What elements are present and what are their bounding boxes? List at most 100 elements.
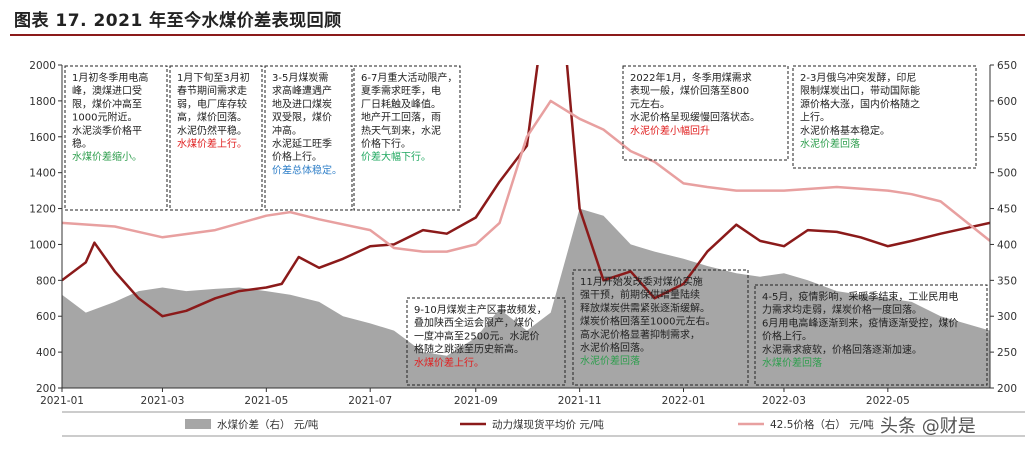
annotation-conclusion-6: 水泥价差小幅回升 — [630, 124, 710, 137]
annotation-box-7 — [792, 65, 977, 169]
annotation-text-1-1: 春节期间需求走 — [177, 84, 247, 97]
right-tick-label-3: 350 — [997, 275, 1017, 287]
annotation-text-5-4: 高水泥价格显著抑制需求， — [580, 328, 700, 341]
annotation-text-6-2: 元左右。 — [630, 97, 670, 110]
annotation-text-5-2: 释放煤炭供需紧张逐渐缓解。 — [580, 301, 710, 314]
left-tick-label-4: 1000 — [29, 239, 56, 251]
annotation-text-5-5: 水泥价格回落。 — [580, 341, 650, 354]
right-tick-label-6: 500 — [997, 168, 1017, 180]
x-tick-label-7: 2022-03 — [762, 395, 806, 407]
annotation-text-7-4: 水泥价格基本稳定。 — [800, 124, 890, 137]
left-tick-label-9: 2000 — [29, 60, 56, 72]
right-tick-label-1: 250 — [997, 347, 1017, 359]
annotation-text-3-5: 价格下行。 — [361, 137, 411, 150]
annotation-text-2-3: 双受限，煤价 — [272, 111, 332, 124]
right-tick-label-2: 300 — [997, 311, 1017, 323]
series-area-0 — [62, 208, 990, 388]
annotation-box-0 — [64, 65, 168, 211]
annotation-box-4 — [406, 297, 566, 386]
left-tick-label-6: 1400 — [29, 168, 56, 180]
annotation-text-1-4: 水泥仍然平稳。 — [177, 124, 247, 137]
annotation-text-3-2: 厂日耗触及峰值。 — [361, 97, 441, 110]
annotation-conclusion-0: 水煤价差缩小。 — [72, 150, 142, 163]
x-tick-label-4: 2021-09 — [454, 395, 498, 407]
annotation-text-0-5: 稳。 — [72, 137, 92, 150]
right-tick-label-4: 400 — [997, 239, 1017, 251]
annotation-conclusion-8: 水煤价差回落 — [762, 356, 822, 369]
annotation-text-8-4: 水泥需求疲软，价格回落逐渐加速。 — [762, 343, 922, 356]
annotation-conclusion-7: 水泥价差回落 — [800, 137, 860, 150]
annotation-text-4-2: 一度冲高至2500元。水泥价 — [414, 329, 539, 342]
x-tick-label-1: 2021-03 — [141, 395, 185, 407]
left-tick-label-1: 400 — [36, 347, 56, 359]
legend-label-2: 42.5价格（右） 元/吨 — [770, 418, 874, 431]
watermark: 头条 @财是 — [880, 416, 976, 437]
annotation-text-4-1: 叠加陕西全运会限产，煤价 — [414, 316, 534, 329]
x-tick-label-8: 2022-05 — [866, 395, 910, 407]
right-tick-label-9: 650 — [997, 60, 1017, 72]
series-line-1 — [62, 65, 990, 318]
annotation-box-3 — [353, 65, 461, 211]
legend-swatch-0 — [185, 419, 211, 429]
annotation-conclusion-2: 价差总体稳定。 — [272, 163, 342, 176]
left-tick-label-2: 600 — [36, 311, 56, 323]
left-tick-label-0: 200 — [36, 383, 56, 395]
right-tick-label-7: 550 — [997, 132, 1017, 144]
annotation-text-6-3: 水泥价格呈现缓慢回落状态。 — [630, 111, 760, 124]
annotation-text-2-0: 3-5月煤炭需 — [272, 71, 328, 84]
annotation-text-5-1: 强干预，前期保供增量陆续 — [580, 288, 700, 301]
annotation-conclusion-5: 水泥价差回落 — [580, 354, 640, 367]
annotation-box-1 — [169, 65, 263, 211]
legend-label-1: 动力煤现货平均价 元/吨 — [492, 418, 604, 431]
annotation-text-3-3: 地产开工回落，雨 — [361, 111, 441, 124]
annotation-text-6-0: 2022年1月，冬季用煤需求 — [630, 71, 752, 84]
annotation-text-7-2: 源价格大涨，国内价格随之 — [800, 97, 920, 110]
annotation-text-1-0: 1月下旬至3月初 — [177, 71, 250, 84]
annotation-text-8-3: 价格上行。 — [762, 330, 812, 343]
legend-label-0: 水煤价差（右） 元/吨 — [217, 418, 319, 431]
annotation-text-8-0: 4-5月，疫情影响，采暖季结束，工业民用电 — [762, 290, 958, 303]
annotation-box-5 — [572, 269, 749, 386]
left-tick-label-7: 1600 — [29, 132, 56, 144]
annotation-text-0-3: 1000元附近。 — [72, 111, 137, 124]
annotation-text-4-3: 格随之跳涨至历史新高。 — [414, 343, 524, 356]
annotation-conclusion-4: 水煤价差上行。 — [414, 356, 484, 369]
annotation-box-6 — [622, 65, 789, 161]
chart-title: 图表 17. 2021 年至今水煤价差表现回顾 — [14, 11, 342, 31]
annotation-text-1-2: 弱，电厂库存较 — [177, 97, 247, 110]
annotation-text-0-4: 水泥淡季价格平 — [72, 124, 142, 137]
right-tick-label-5: 450 — [997, 204, 1017, 216]
x-tick-label-3: 2021-07 — [348, 395, 392, 407]
annotation-box-2 — [264, 65, 353, 211]
annotation-text-2-4: 冲高。 — [272, 124, 302, 137]
annotation-text-7-1: 限制煤炭出口，带动国际能 — [800, 84, 920, 97]
annotation-text-4-0: 9-10月煤炭主产区事故频发， — [414, 303, 547, 316]
annotation-text-0-2: 限，煤价冲高至 — [72, 97, 142, 110]
annotation-text-3-0: 6-7月重大活动限产， — [361, 71, 457, 84]
annotation-text-5-0: 11月开始发改委对煤价实施 — [580, 275, 703, 288]
annotation-text-2-1: 求高峰遭遇产 — [272, 84, 332, 97]
annotation-text-3-1: 夏季需求旺季，电 — [361, 84, 441, 97]
left-tick-label-8: 1800 — [29, 96, 56, 108]
title-rule — [10, 34, 1025, 36]
annotation-conclusion-1: 水煤价差上行。 — [177, 137, 247, 150]
x-tick-label-5: 2021-11 — [558, 395, 602, 407]
series-line-2 — [62, 99, 990, 253]
annotation-text-8-1: 力需求均走弱，煤炭价格一度回落。 — [762, 303, 922, 316]
x-tick-label-2: 2021-05 — [244, 395, 288, 407]
annotation-text-7-3: 上行。 — [800, 111, 830, 124]
annotation-text-3-4: 热天气到来，水泥 — [361, 124, 441, 137]
annotation-text-2-2: 地及进口煤炭 — [272, 97, 332, 110]
annotation-text-6-1: 表现一般，煤价回落至800 — [630, 84, 749, 97]
annotation-text-2-6: 价格上行。 — [272, 150, 322, 163]
annotation-text-0-1: 峰，澳煤进口受 — [72, 84, 142, 97]
left-tick-label-3: 800 — [36, 275, 56, 287]
annotation-text-5-3: 煤炭价格回落至1000元左右。 — [580, 315, 715, 328]
annotation-text-0-0: 1月初冬季用电高 — [72, 71, 148, 84]
x-tick-label-6: 2022-01 — [662, 395, 706, 407]
annotation-text-8-2: 6月用电高峰逐渐到来，疫情逐渐受控，煤价 — [762, 316, 958, 329]
annotation-text-2-5: 水泥延工旺季 — [272, 137, 332, 150]
right-tick-label-0: 200 — [997, 383, 1017, 395]
left-tick-label-5: 1200 — [29, 204, 56, 216]
